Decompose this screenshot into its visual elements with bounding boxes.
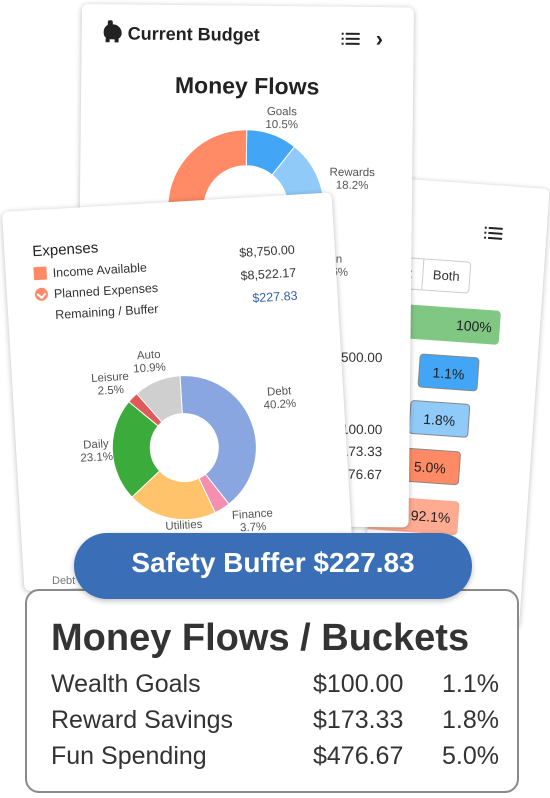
peek-label: Debt bbox=[52, 575, 76, 587]
list-icon[interactable] bbox=[483, 226, 503, 240]
label-goals-name: Goals bbox=[266, 105, 297, 119]
label-debt: Debt 40.2% bbox=[259, 385, 300, 413]
expenses-card: Expenses Income Available $8,750.00 Plan… bbox=[2, 192, 354, 592]
summary-title: Money Flows / Buckets bbox=[51, 617, 470, 659]
expenses-donut bbox=[111, 375, 257, 521]
label-goals: Goals 10.5% bbox=[257, 106, 307, 133]
label-finance-name: Finance bbox=[231, 507, 274, 522]
label-finance: Finance 3.7% bbox=[230, 507, 275, 536]
bucket-pill-rewards[interactable]: 1.8% bbox=[408, 399, 471, 438]
label-debt-pct: 40.2% bbox=[263, 397, 297, 412]
summary-row-amount: $476.67 bbox=[313, 742, 404, 770]
summary-panel: Money Flows / Buckets Wealth Goals $100.… bbox=[25, 589, 519, 793]
summary-row-name: Fun Spending bbox=[51, 742, 207, 770]
summary-row-pct: 5.0% bbox=[442, 742, 499, 770]
label-auto: Auto 10.9% bbox=[128, 348, 169, 376]
label-daily: Daily 23.1% bbox=[76, 438, 117, 466]
label-rewards: Rewards 18.2% bbox=[324, 167, 380, 194]
label-auto-pct: 10.9% bbox=[132, 361, 167, 376]
expenses-donut-segments bbox=[111, 375, 257, 521]
segment-debt bbox=[179, 375, 257, 505]
summary-row-pct: 1.1% bbox=[442, 670, 499, 698]
summary-row-amount: $100.00 bbox=[313, 670, 404, 698]
label-leisure-pct: 2.5% bbox=[97, 384, 125, 398]
label-goals-pct: 10.5% bbox=[265, 118, 299, 132]
summary-row-name: Wealth Goals bbox=[51, 670, 201, 698]
safety-buffer-badge: Safety Buffer $227.83 bbox=[74, 533, 472, 599]
summary-row-amount: $173.33 bbox=[313, 706, 404, 734]
summary-row-pct: 1.8% bbox=[442, 706, 499, 734]
bucket-pill-goals[interactable]: 1.1% bbox=[417, 353, 480, 392]
label-leisure: Leisure 2.5% bbox=[88, 371, 133, 400]
summary-row-name: Reward Savings bbox=[51, 706, 234, 734]
segment-auto bbox=[135, 375, 183, 423]
toggle-option-both[interactable]: Both bbox=[420, 259, 471, 293]
label-leisure-name: Leisure bbox=[90, 370, 130, 385]
label-rewards-name: Rewards bbox=[329, 166, 375, 180]
label-daily-pct: 23.1% bbox=[80, 450, 114, 465]
label-rewards-pct: 18.2% bbox=[335, 179, 369, 193]
